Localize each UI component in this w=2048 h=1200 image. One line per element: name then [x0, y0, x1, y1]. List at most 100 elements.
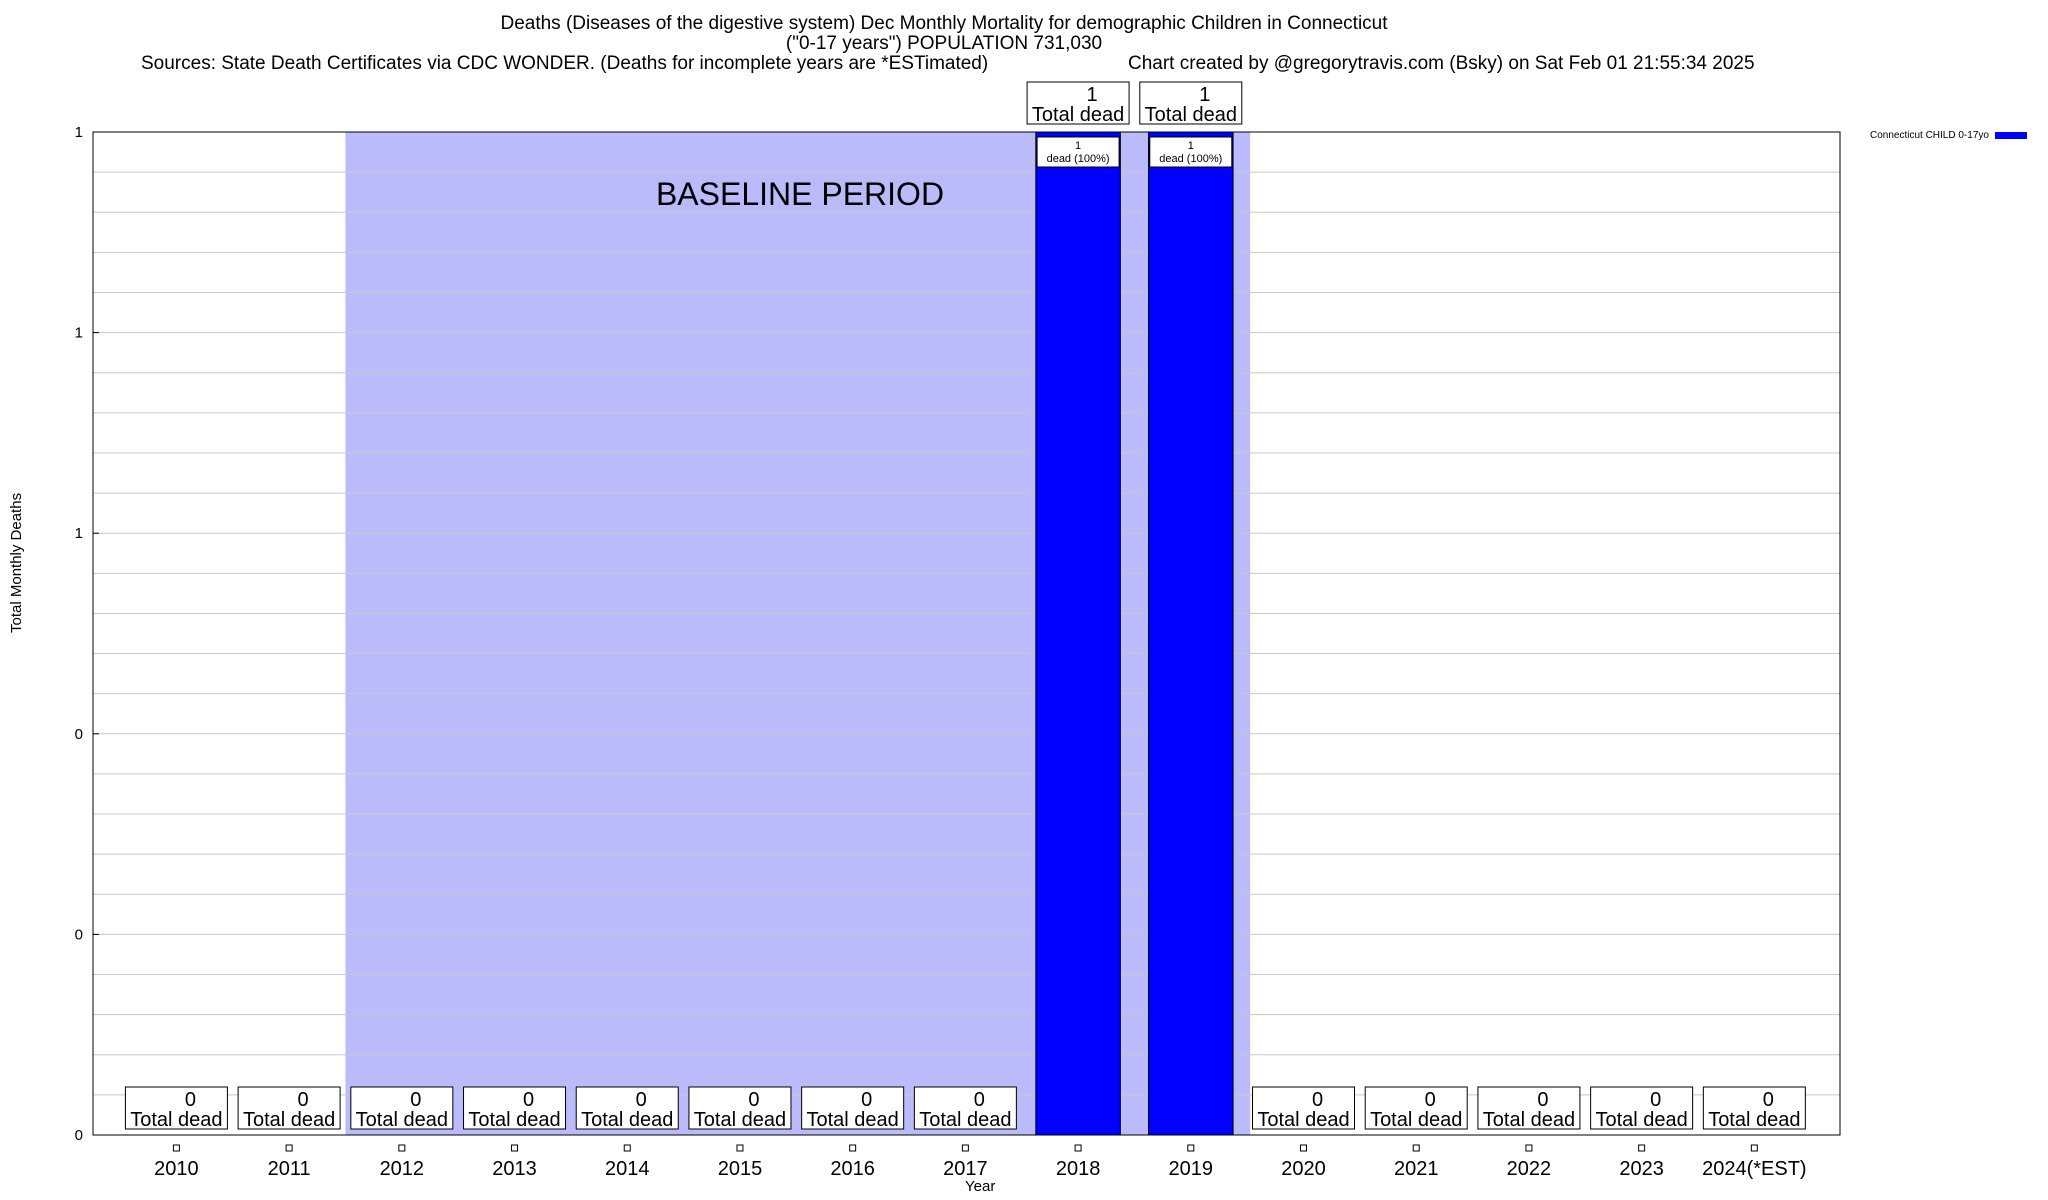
x-tick-label: 2015: [718, 1158, 763, 1180]
total-label-value: 0: [410, 1089, 421, 1111]
total-label-box: [124, 1086, 228, 1130]
x-tick-marker: [961, 1144, 969, 1152]
bar: [1148, 131, 1234, 1136]
total-label-value: 0: [636, 1089, 647, 1111]
total-label-text: Total dead: [356, 1109, 448, 1131]
total-label-text: Total dead: [468, 1109, 560, 1131]
x-tick-label: 2024(*EST): [1702, 1158, 1807, 1180]
x-tick-label: 2013: [492, 1158, 537, 1180]
total-label-value: 0: [748, 1089, 759, 1111]
total-label-value: 0: [1537, 1089, 1548, 1111]
y-tick-label: 1: [75, 525, 83, 542]
total-label-box: [1139, 81, 1243, 125]
total-label-text: Total dead: [1595, 1109, 1687, 1131]
total-label-value: 0: [974, 1089, 985, 1111]
total-label-box: [1590, 1086, 1694, 1130]
y-tick-label: 0: [75, 926, 83, 943]
total-label-box: [575, 1086, 679, 1130]
total-label-text: Total dead: [1257, 1109, 1349, 1131]
x-tick-marker: [1187, 1144, 1195, 1152]
legend-swatch: [1994, 131, 2027, 139]
total-label-text: Total dead: [807, 1109, 899, 1131]
total-label-box: [237, 1086, 341, 1130]
x-tick-label: 2019: [1169, 1158, 1214, 1180]
x-tick-marker: [849, 1144, 857, 1152]
bar: [1035, 131, 1121, 1136]
x-tick-label: 2014: [605, 1158, 650, 1180]
total-label-box: [688, 1086, 792, 1130]
total-label-text: Total dead: [1483, 1109, 1575, 1131]
x-tick-marker: [1074, 1144, 1082, 1152]
total-label-value: 0: [1763, 1089, 1774, 1111]
total-label-value: 0: [1312, 1089, 1323, 1111]
x-tick-label: 2023: [1619, 1158, 1664, 1180]
total-label-text: Total dead: [919, 1109, 1011, 1131]
x-tick-marker: [1300, 1144, 1308, 1152]
total-label-box: [350, 1086, 454, 1130]
total-label-value: 0: [185, 1089, 196, 1111]
legend-entry-label: Connecticut CHILD 0-17yo: [1870, 130, 1989, 141]
x-tick-label: 2012: [380, 1158, 425, 1180]
chart-credit: Chart created by @gregorytravis.com (Bsk…: [1128, 53, 1755, 74]
x-tick-marker: [285, 1144, 293, 1152]
bar-data-label-value: 1: [1075, 140, 1081, 152]
total-label-box: [1026, 81, 1130, 125]
bar-data-label-box: [1149, 136, 1233, 168]
x-tick-marker: [1412, 1144, 1420, 1152]
total-label-value: 0: [1425, 1089, 1436, 1111]
x-tick-label: 2017: [943, 1158, 988, 1180]
total-label-box: [1252, 1086, 1356, 1130]
x-tick-marker: [1750, 1144, 1758, 1152]
total-label-text: Total dead: [1370, 1109, 1462, 1131]
total-label-text: Total dead: [243, 1109, 335, 1131]
total-label-value: 0: [298, 1089, 309, 1111]
y-tick-label: 0: [75, 1127, 83, 1144]
bar-data-label-value: 1: [1188, 140, 1194, 152]
x-tick-label: 2010: [154, 1158, 199, 1180]
total-label-box: [463, 1086, 567, 1130]
total-label-value: 0: [1650, 1089, 1661, 1111]
total-label-text: Total dead: [1145, 104, 1237, 126]
chart-subtitle: ("0-17 years") POPULATION 731,030: [785, 33, 1103, 54]
total-label-value: 0: [861, 1089, 872, 1111]
bar-data-label-percent: dead (100%): [1047, 153, 1110, 165]
chart-sources: Sources: State Death Certificates via CD…: [141, 53, 989, 74]
x-tick-label: 2011: [268, 1158, 311, 1180]
y-tick-label: 1: [75, 124, 83, 141]
total-label-box: [801, 1086, 905, 1130]
bar-data-label-percent: dead (100%): [1159, 153, 1222, 165]
x-tick-marker: [1525, 1144, 1533, 1152]
total-label-text: Total dead: [581, 1109, 673, 1131]
x-tick-label: 2022: [1507, 1158, 1552, 1180]
x-tick-label: 2016: [830, 1158, 875, 1180]
total-label-value: 0: [523, 1089, 534, 1111]
total-label-value: 1: [1199, 84, 1210, 106]
x-tick-marker: [511, 1144, 519, 1152]
y-tick-label: 0: [75, 726, 83, 743]
total-label-box: [1364, 1086, 1468, 1130]
total-label-box: [1477, 1086, 1581, 1130]
x-tick-marker: [1638, 1144, 1646, 1152]
x-tick-marker: [623, 1144, 631, 1152]
x-tick-marker: [736, 1144, 744, 1152]
x-tick-marker: [398, 1144, 406, 1152]
baseline-label: BASELINE PERIOD: [656, 176, 944, 212]
plot-frame: [92, 131, 1841, 1136]
chart-title: Deaths (Diseases of the digestive system…: [500, 13, 1388, 34]
total-label-text: Total dead: [694, 1109, 786, 1131]
x-tick-label: 2021: [1394, 1158, 1439, 1180]
x-tick-label: 2020: [1281, 1158, 1326, 1180]
x-tick-marker: [172, 1144, 180, 1152]
total-label-text: Total dead: [130, 1109, 222, 1131]
total-label-value: 1: [1087, 84, 1098, 106]
x-tick-label: 2018: [1056, 1158, 1101, 1180]
total-label-box: [1702, 1086, 1806, 1130]
total-label-text: Total dead: [1032, 104, 1124, 126]
bar-data-label-box: [1036, 136, 1120, 168]
legend: Connecticut CHILD 0-17yo: [1870, 130, 2027, 141]
x-axis-label: Year: [965, 1178, 996, 1195]
total-label-text: Total dead: [1708, 1109, 1800, 1131]
y-tick-label: 1: [75, 325, 83, 342]
total-label-box: [913, 1086, 1017, 1130]
